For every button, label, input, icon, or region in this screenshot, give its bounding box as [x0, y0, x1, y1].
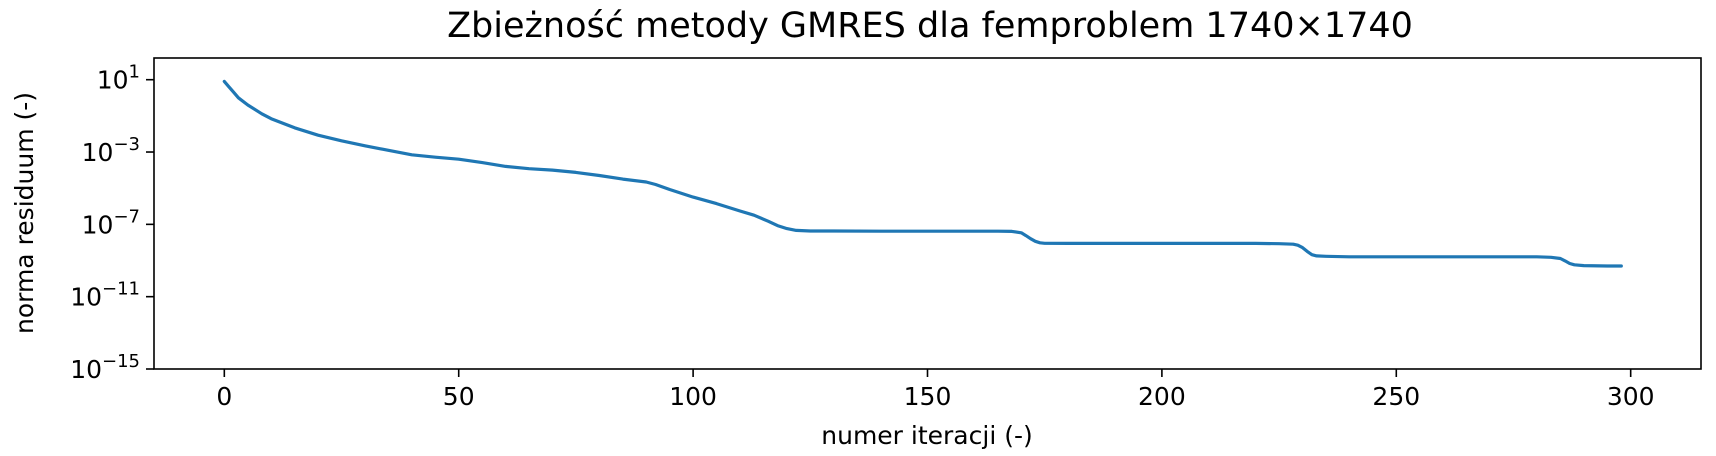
x-tick-label: 300 [1607, 382, 1655, 411]
y-tick-label: 101 [97, 62, 140, 95]
chart-title: Zbieżność metody GMRES dla femproblem 17… [447, 6, 1413, 46]
plot-area [153, 57, 1702, 370]
y-tick-label: 10−7 [82, 206, 140, 239]
x-tick-label: 150 [904, 382, 952, 411]
x-axis-label: numer iteracji (-) [821, 421, 1033, 450]
x-tick-label: 200 [1138, 382, 1186, 411]
y-ticks: 101 10−3 10−7 10−11 10−15 [70, 62, 154, 384]
y-tick-label: 10−15 [70, 351, 140, 384]
y-tick-label: 10−11 [70, 279, 140, 312]
x-tick-label: 250 [1372, 382, 1420, 411]
x-tick-label: 0 [216, 382, 232, 411]
series-group [222, 79, 1623, 268]
y-tick-label: 10−3 [82, 134, 140, 167]
x-tick-label: 50 [443, 382, 475, 411]
x-ticks: 0 50 100 150 200 250 300 [216, 369, 1655, 411]
y-axis-label: norma residuum (-) [10, 92, 39, 334]
series-line [222, 79, 1623, 268]
x-tick-label: 100 [669, 382, 717, 411]
